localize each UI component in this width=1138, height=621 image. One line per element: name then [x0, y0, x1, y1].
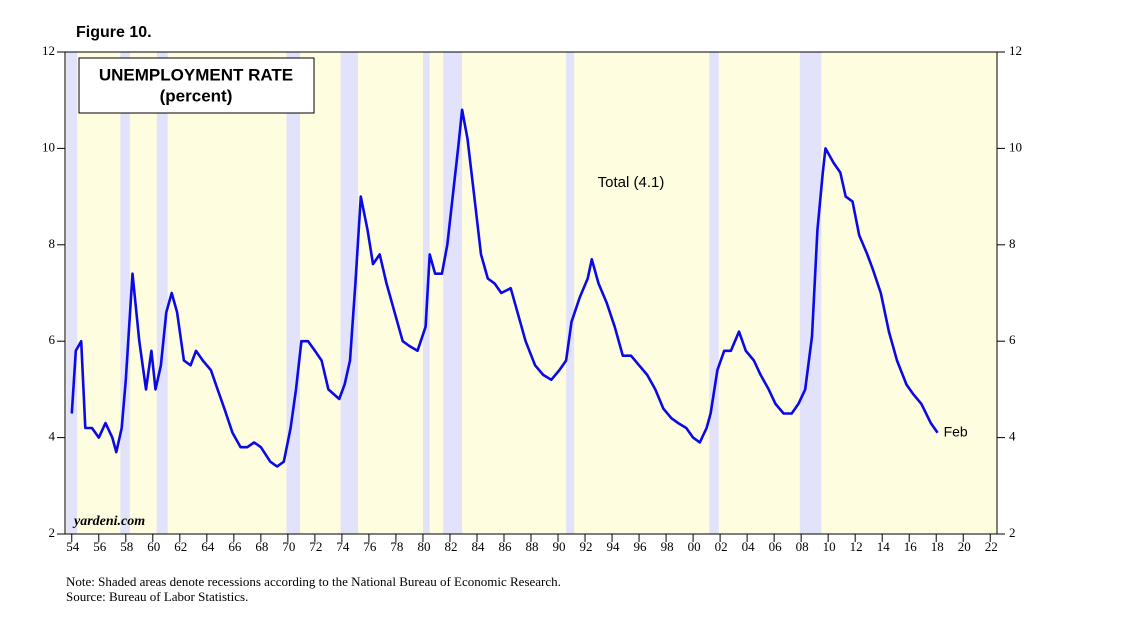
x-tick-label: 04 [742, 539, 756, 554]
recession-band [156, 52, 168, 534]
x-tick-label: 66 [228, 539, 242, 554]
x-tick-label: 70 [282, 539, 295, 554]
x-tick-label: 18 [931, 539, 944, 554]
x-tick-label: 84 [471, 539, 485, 554]
x-tick-label: 80 [417, 539, 430, 554]
x-tick-label: 02 [715, 539, 728, 554]
x-tick-label: 06 [769, 539, 783, 554]
title-box [78, 57, 315, 114]
annotation: Total (4.1) [598, 174, 665, 191]
x-tick-label: 08 [796, 539, 809, 554]
y-tick-label: 8 [49, 236, 56, 251]
figure-label: Figure 10. [76, 24, 152, 41]
y2-tick-label: 4 [1009, 429, 1016, 444]
chart-title: UNEMPLOYMENT RATE [99, 65, 293, 84]
source: Source: Bureau of Labor Statistics. [66, 589, 248, 604]
x-tick-label: 76 [363, 539, 377, 554]
x-tick-label: 72 [309, 539, 322, 554]
y-tick-label: 4 [49, 429, 56, 444]
watermark: yardeni.com [72, 514, 145, 529]
x-tick-label: 12 [850, 539, 863, 554]
x-tick-label: 56 [93, 539, 107, 554]
x-tick-label: 92 [580, 539, 593, 554]
y2-tick-label: 8 [1009, 236, 1016, 251]
x-tick-label: 74 [336, 539, 350, 554]
x-tick-label: 60 [147, 539, 160, 554]
x-tick-label: 68 [255, 539, 268, 554]
recession-band [340, 52, 359, 534]
x-tick-label: 86 [498, 539, 512, 554]
y2-tick-label: 2 [1009, 525, 1016, 540]
y-tick-label: 2 [49, 525, 56, 540]
x-tick-label: 98 [661, 539, 674, 554]
x-tick-label: 54 [66, 539, 80, 554]
recession-band [120, 52, 130, 534]
y-tick-label: 10 [42, 139, 55, 154]
x-tick-label: 96 [634, 539, 648, 554]
recession-band [443, 52, 463, 534]
y2-tick-label: 6 [1009, 332, 1016, 347]
x-tick-label: 88 [526, 539, 539, 554]
recession-band [566, 52, 575, 534]
note: Note: Shaded areas denote recessions acc… [66, 574, 561, 589]
y-tick-label: 6 [49, 332, 56, 347]
x-tick-label: 90 [553, 539, 566, 554]
x-tick-label: 58 [120, 539, 133, 554]
x-tick-label: 10 [823, 539, 836, 554]
recession-band [709, 52, 719, 534]
x-tick-label: 62 [174, 539, 187, 554]
x-tick-label: 94 [607, 539, 621, 554]
y2-tick-label: 10 [1009, 139, 1022, 154]
series-line [70, 108, 939, 468]
x-tick-label: 82 [444, 539, 457, 554]
x-tick-label: 22 [985, 539, 998, 554]
recession-band [66, 52, 78, 534]
x-tick-label: 00 [688, 539, 701, 554]
y-tick-label: 12 [42, 43, 55, 58]
x-tick-label: 64 [201, 539, 215, 554]
x-tick-label: 20 [958, 539, 971, 554]
plot-background [65, 52, 997, 534]
x-tick-label: 16 [904, 539, 918, 554]
y2-tick-label: 12 [1009, 43, 1022, 58]
x-tick-label: 78 [390, 539, 403, 554]
end-label: Feb [944, 423, 968, 439]
recession-band [286, 52, 301, 534]
x-tick-label: 14 [877, 539, 891, 554]
chart-subtitle: (percent) [160, 86, 233, 105]
recession-band [799, 52, 822, 534]
